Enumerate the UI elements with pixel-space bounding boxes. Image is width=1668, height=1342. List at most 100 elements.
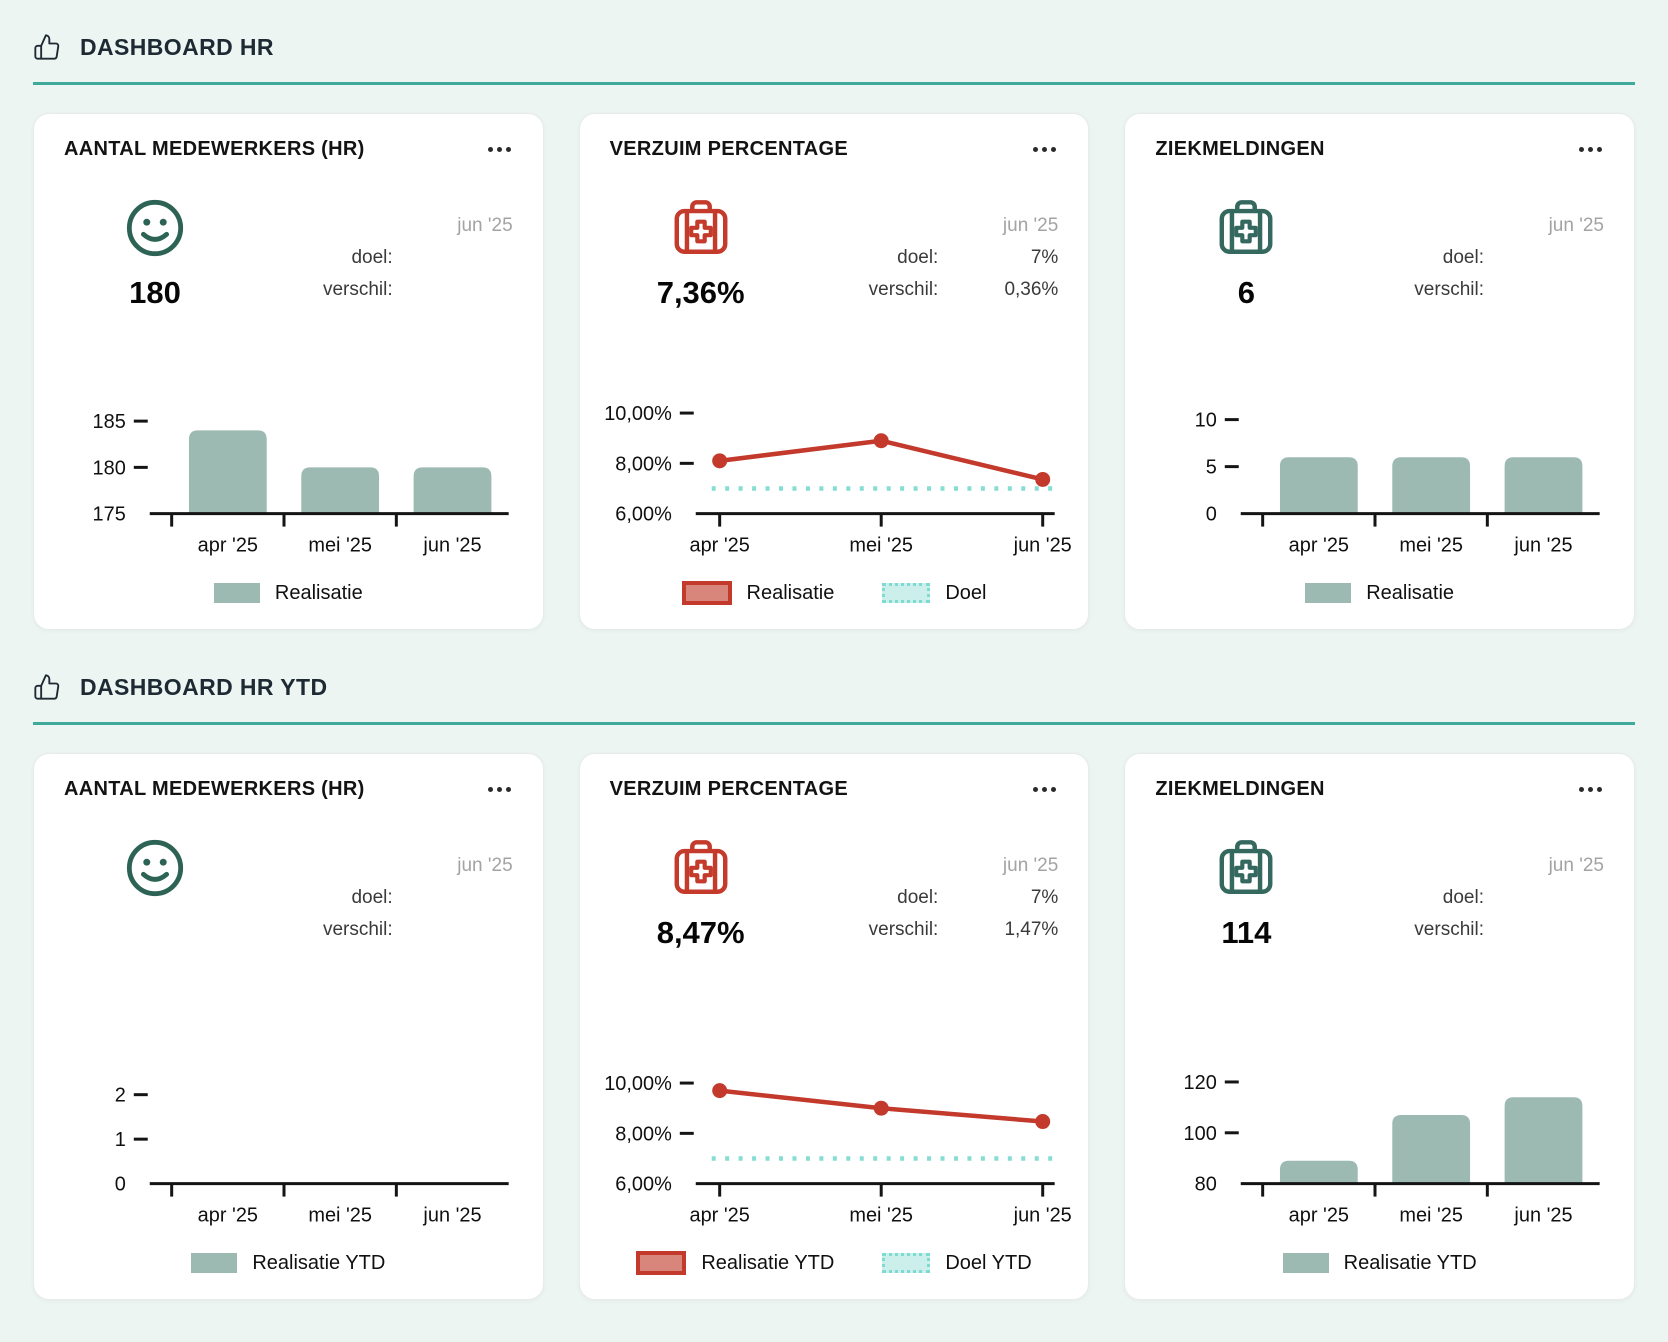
card-aantal-medewerkers-hr-ytd: AANTAL MEDEWERKERS (HR) jun '25 doel: <box>33 753 544 1300</box>
verschil-label: verschil: <box>1414 279 1484 300</box>
card-menu-button[interactable] <box>1031 778 1058 801</box>
legend-label: Realisatie YTD <box>252 1251 386 1274</box>
card-title: AANTAL MEDEWERKERS (HR) <box>64 778 365 800</box>
svg-text:apr '25: apr '25 <box>198 534 258 556</box>
doel-value <box>1484 247 1604 269</box>
svg-text:10,00%: 10,00% <box>604 403 672 425</box>
card-title: VERZUIM PERCENTAGE <box>609 138 849 160</box>
svg-text:0: 0 <box>1206 503 1217 525</box>
doel-label: doel: <box>351 247 393 268</box>
verschil-value <box>393 279 513 301</box>
svg-text:mei '25: mei '25 <box>849 534 913 556</box>
kpi-block: 114 jun '25 doel: verschil: <box>1155 837 1604 953</box>
smiley-icon <box>124 197 186 259</box>
section-title: DASHBOARD HR YTD <box>80 673 328 700</box>
bar-chart: 0 5 10 apr '25 mei '25 jun '25 <box>1155 392 1604 563</box>
kpi-period: jun '25 <box>1548 855 1604 876</box>
chart-legend: Realisatie YTD <box>1155 1249 1604 1277</box>
legend-label: Realisatie <box>1366 581 1455 604</box>
section-dashboard-hr: DASHBOARD HR AANTAL MEDEWERKERS (HR) 180 <box>33 26 1635 630</box>
svg-text:80: 80 <box>1195 1173 1217 1195</box>
realisatie-line-swatch <box>681 581 732 605</box>
doel-label: doel: <box>897 887 939 908</box>
svg-text:jun '25: jun '25 <box>1514 534 1573 556</box>
first-aid-kit-icon <box>670 197 732 259</box>
kpi-period: jun '25 <box>1548 215 1604 236</box>
kpi-period: jun '25 <box>457 215 513 236</box>
smiley-icon <box>124 837 186 899</box>
legend-label: Doel <box>945 581 987 604</box>
svg-text:jun '25: jun '25 <box>1012 1204 1071 1226</box>
legend-item: Doel YTD <box>882 1251 1032 1275</box>
bar-chart: 80 100 120 apr '25 mei '25 jun '25 <box>1155 1062 1604 1233</box>
svg-text:jun '25: jun '25 <box>422 1204 481 1226</box>
section-divider <box>33 82 1635 85</box>
section-divider <box>33 722 1635 725</box>
legend-item: Realisatie <box>213 582 363 605</box>
line-chart: 6,00% 8,00% 10,00% apr '25 mei '25 jun '25 <box>604 1062 1072 1233</box>
ellipsis-icon <box>487 147 511 152</box>
svg-text:jun '25: jun '25 <box>1514 1204 1573 1226</box>
card-menu-button[interactable] <box>1031 138 1058 161</box>
svg-text:10: 10 <box>1195 409 1217 431</box>
svg-text:6,00%: 6,00% <box>615 503 672 525</box>
card-title: VERZUIM PERCENTAGE <box>609 778 849 800</box>
kpi-value: 7,36% <box>656 275 745 310</box>
legend-label: Doel YTD <box>945 1251 1032 1274</box>
doel-value <box>393 887 513 909</box>
first-aid-kit-icon <box>670 837 732 899</box>
doel-label: doel: <box>1442 247 1484 268</box>
section-header: DASHBOARD HR YTD <box>33 666 1635 708</box>
card-menu-button[interactable] <box>486 138 513 161</box>
section-dashboard-hr-ytd: DASHBOARD HR YTD AANTAL MEDEWERKERS (HR) <box>33 666 1635 1300</box>
line-chart: 6,00% 8,00% 10,00% apr '25 mei '25 jun '25 <box>604 392 1072 563</box>
kpi-period: jun '25 <box>1002 855 1059 876</box>
legend-item: Doel <box>882 582 986 605</box>
verschil-value <box>1484 919 1604 941</box>
legend-label: Realisatie YTD <box>701 1251 835 1274</box>
card-menu-button[interactable] <box>1577 778 1604 801</box>
card-title: ZIEKMELDINGEN <box>1155 778 1325 800</box>
card-verzuim-percentage-ytd: VERZUIM PERCENTAGE 8,47% jun '25 doel: <box>578 753 1090 1300</box>
card-ziekmeldingen: ZIEKMELDINGEN 6 jun '25 doel: <box>1124 113 1635 630</box>
doel-dotted-swatch <box>882 583 931 603</box>
svg-text:5: 5 <box>1206 456 1217 478</box>
verschil-value: 1,47% <box>1004 919 1059 940</box>
thumbs-up-icon <box>33 673 61 701</box>
verschil-label: verschil: <box>868 919 939 940</box>
doel-label: doel: <box>1442 887 1484 908</box>
svg-text:8,00%: 8,00% <box>615 1123 672 1145</box>
legend-item: Realisatie YTD <box>636 1251 834 1275</box>
kpi-value: 180 <box>129 275 181 310</box>
chart-legend: Realisatie <box>1155 579 1604 607</box>
ellipsis-icon <box>1578 147 1602 152</box>
chart-legend: Realisatie <box>64 579 513 607</box>
svg-text:apr '25: apr '25 <box>689 1204 749 1226</box>
verschil-label: verschil: <box>322 279 393 300</box>
svg-text:apr '25: apr '25 <box>689 534 749 556</box>
svg-text:apr '25: apr '25 <box>198 1204 258 1226</box>
kpi-value: 114 <box>1221 915 1272 950</box>
card-title: ZIEKMELDINGEN <box>1155 138 1325 160</box>
svg-text:mei '25: mei '25 <box>1400 1204 1464 1226</box>
svg-text:jun '25: jun '25 <box>1012 534 1071 556</box>
svg-text:mei '25: mei '25 <box>308 1204 372 1226</box>
svg-text:mei '25: mei '25 <box>1400 534 1464 556</box>
card-menu-button[interactable] <box>486 778 513 801</box>
doel-label: doel: <box>897 247 939 268</box>
card-aantal-medewerkers-hr: AANTAL MEDEWERKERS (HR) 180 jun '25 doel… <box>33 113 544 630</box>
kpi-block: 180 jun '25 doel: verschil: <box>64 197 513 313</box>
svg-text:mei '25: mei '25 <box>849 1204 913 1226</box>
svg-text:1: 1 <box>115 1129 126 1151</box>
legend-label: Realisatie YTD <box>1343 1251 1477 1274</box>
card-menu-button[interactable] <box>1577 138 1604 161</box>
verschil-value <box>1484 279 1604 301</box>
section-title: DASHBOARD HR <box>80 33 274 60</box>
bar-chart: 175 180 185 apr '25 mei '25 jun '25 <box>64 392 513 563</box>
realisatie-bar-swatch <box>1305 583 1352 603</box>
ellipsis-icon <box>487 787 511 792</box>
svg-text:180: 180 <box>93 457 126 479</box>
chart-legend: Realisatie Doel <box>610 579 1059 607</box>
chart-legend: Realisatie YTD <box>64 1249 513 1277</box>
bar-chart: 0 1 2 apr '25 mei '25 jun '25 <box>64 1062 513 1233</box>
